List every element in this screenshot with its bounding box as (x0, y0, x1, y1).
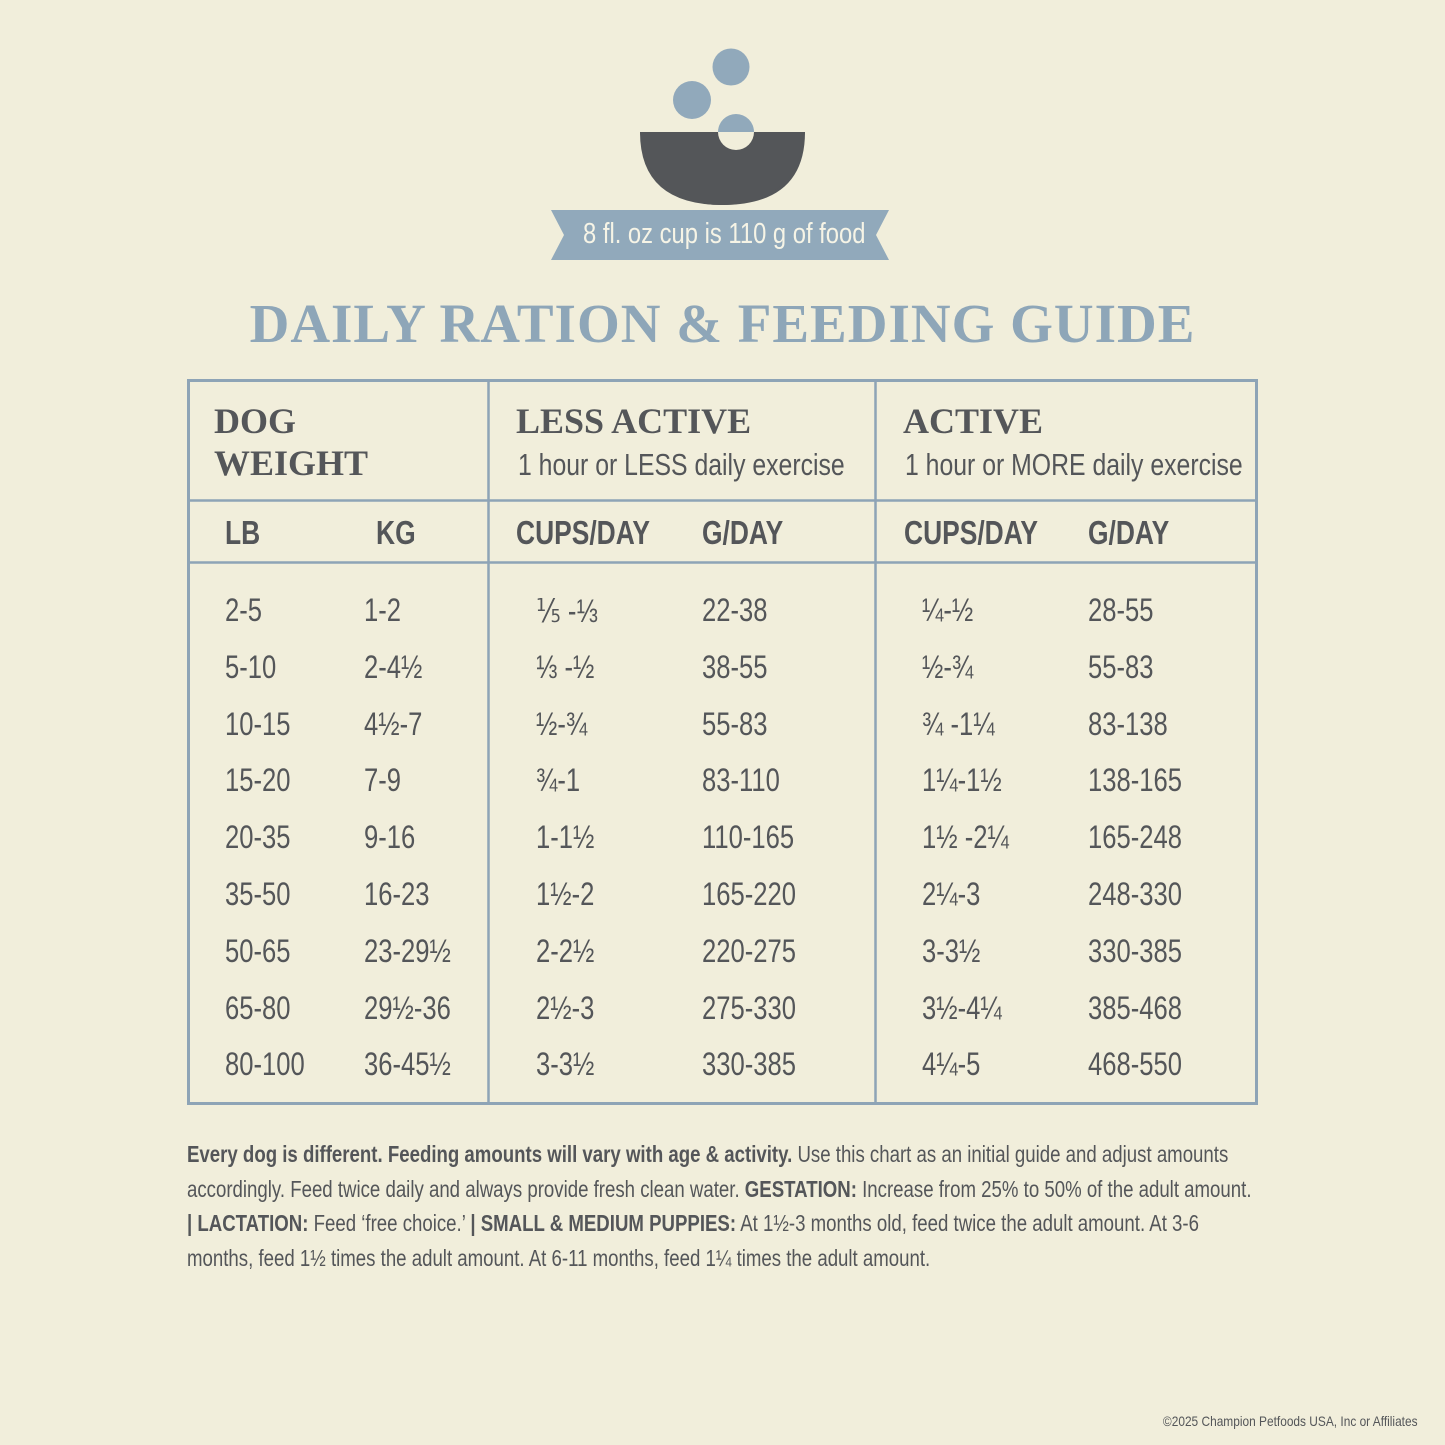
cell: ½-¾ (536, 705, 588, 742)
cell: 2-4½ (364, 648, 423, 685)
cell: 36-45½ (364, 1046, 451, 1083)
cell: 385-468 (1088, 989, 1182, 1026)
cell: 15-20 (225, 762, 291, 799)
column-header: LB (225, 514, 261, 551)
cell: 83-110 (702, 762, 780, 799)
cell: 3½-4¼ (922, 989, 1002, 1026)
cell: 165-220 (702, 876, 796, 912)
group-title: ACTIVE (903, 401, 1044, 441)
cell: 1-1½ (536, 819, 595, 856)
cell: 110-165 (702, 819, 795, 856)
cell: ⅓ -½ (536, 648, 595, 685)
footnote-segment: Every dog is different. Feeding amounts … (187, 1141, 793, 1167)
cell: 38-55 (702, 648, 768, 685)
cell: 468-550 (1088, 1046, 1182, 1083)
cell: 5-10 (225, 648, 277, 685)
cell: 35-50 (225, 876, 291, 912)
column-header: G/DAY (702, 514, 784, 551)
group-title: DOG WEIGHT (214, 401, 369, 483)
cell: 1½ -2¼ (922, 819, 1009, 856)
cell: 330-385 (702, 1046, 796, 1083)
cell: 1½-2 (536, 876, 595, 912)
footnote-segment: | LACTATION: (187, 1210, 309, 1237)
cell: 55-83 (702, 705, 768, 742)
cell: 22-38 (702, 592, 768, 628)
cell: 2-5 (225, 592, 262, 628)
footnote-segment: Increase from 25% to 50% of the adult am… (856, 1175, 1252, 1202)
cell: 330-385 (1088, 932, 1182, 969)
cell: ¼-½ (922, 592, 974, 628)
cell: ½-¾ (922, 648, 974, 685)
cell: 83-138 (1088, 705, 1168, 742)
cell: 28-55 (1088, 592, 1154, 628)
column-header: CUPS/DAY (904, 514, 1038, 551)
cell: 2¼-3 (922, 876, 981, 912)
cell: 220-275 (702, 932, 796, 969)
banner-text: 8 fl. oz cup is 110 g of food (583, 218, 866, 250)
cell: 9-16 (364, 819, 416, 856)
cell: 20-35 (225, 819, 291, 856)
cell: 2-2½ (536, 932, 595, 969)
cell: 138-165 (1088, 762, 1182, 799)
cell: 16-23 (364, 876, 430, 912)
column-header: CUPS/DAY (516, 514, 650, 551)
footnote-segment: | SMALL & MEDIUM PUPPIES: (470, 1210, 737, 1237)
cell: ⅕ -⅓ (536, 593, 598, 629)
cell: 65-80 (225, 989, 291, 1026)
cell: 29½-36 (364, 989, 451, 1026)
cell: 2½-3 (536, 989, 595, 1026)
cell: 165-248 (1088, 819, 1182, 856)
cell: 1-2 (364, 592, 401, 628)
footnote: Every dog is different. Feeding amounts … (187, 1137, 1260, 1275)
footnote-segment: At 1½-3 months old, feed twice the adult… (187, 1210, 1199, 1271)
cell: 4½-7 (364, 705, 423, 742)
footnote-segment: GESTATION: (744, 1175, 857, 1202)
group-title: LESS ACTIVE (516, 401, 752, 441)
cell: 248-330 (1088, 876, 1182, 912)
copyright: ©2025 Champion Petfoods USA, Inc or Affi… (1163, 1413, 1418, 1429)
cell: 275-330 (702, 989, 796, 1026)
cell: 80-100 (225, 1046, 305, 1083)
footnote-segment: Feed ‘free choice.’ (308, 1210, 471, 1237)
column-header: KG (376, 514, 416, 551)
cell: 50-65 (225, 932, 291, 969)
footnote-segment: Use this chart as an initial guide and a… (187, 1141, 1229, 1202)
column-header: G/DAY (1088, 514, 1170, 551)
table-grid (187, 379, 1258, 1105)
cell: 10-15 (225, 705, 291, 742)
cell: 3-3½ (922, 932, 981, 969)
cell: 23-29½ (364, 932, 451, 969)
cell: 4¼-5 (922, 1046, 981, 1083)
cell: 55-83 (1088, 648, 1154, 685)
cell: 7-9 (364, 762, 401, 799)
title: DAILY RATION & FEEDING GUIDE (249, 293, 1196, 354)
cell: 3-3½ (536, 1046, 595, 1083)
bowl-icon (551, 48, 889, 260)
cell: ¾-1 (536, 762, 581, 799)
cell: 1¼-1½ (922, 762, 1002, 799)
group-subtitle: 1 hour or LESS daily exercise (518, 447, 845, 482)
group-subtitle: 1 hour or MORE daily exercise (905, 447, 1243, 482)
cell: ¾ -1¼ (922, 705, 995, 742)
